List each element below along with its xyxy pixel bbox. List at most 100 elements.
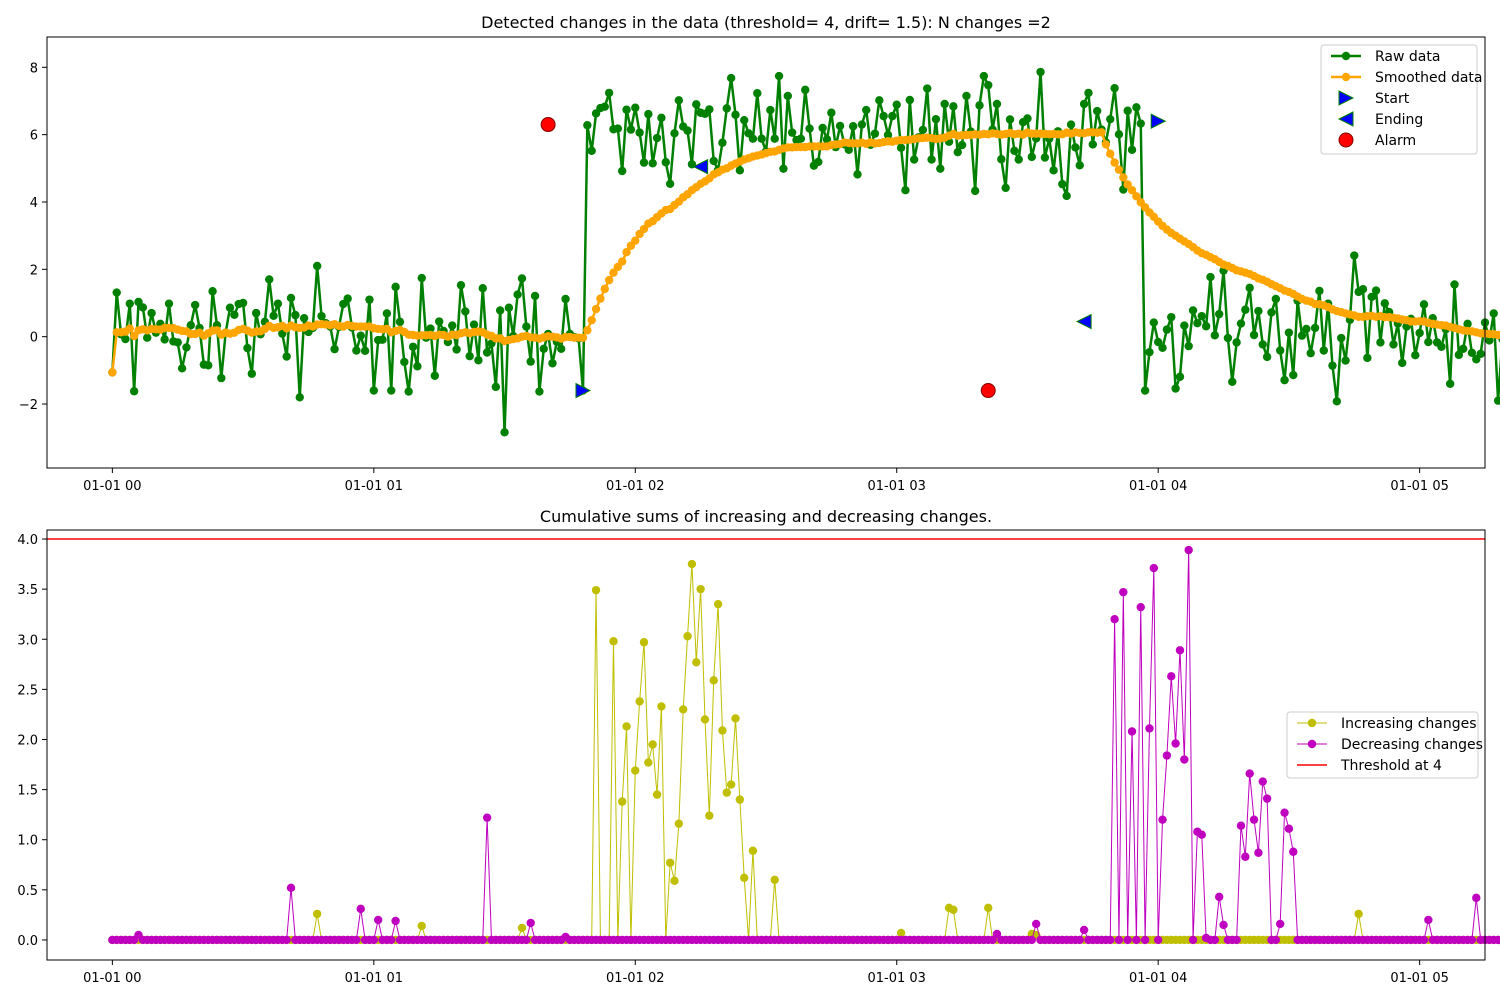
data-point [1445,379,1455,389]
data-point [225,303,235,312]
data-point [888,111,897,121]
data-point [1262,352,1272,362]
data-point [748,846,758,855]
data-point [1027,935,1037,945]
data-point [469,320,479,329]
data-point [696,584,705,594]
data-point [827,108,836,117]
data-point [805,124,814,133]
data-point [787,128,797,137]
data-point [604,88,614,98]
data-point [1280,375,1289,385]
data-point [731,714,740,723]
data-point [312,261,322,271]
data-point [1058,179,1067,189]
data-point [1071,143,1080,152]
data-point [1258,340,1267,349]
data-point [112,288,121,297]
data-point [1284,328,1294,337]
series-start [575,113,1167,399]
data-point [182,343,191,352]
data-point [1114,165,1124,174]
data-point [735,795,745,804]
data-point [1254,306,1263,316]
data-point [1241,852,1250,861]
data-point [648,159,657,168]
data-point [722,104,731,113]
data-point [591,585,601,595]
data-point [369,935,379,945]
data-point [923,84,932,93]
data-point [535,387,544,396]
data-point [718,138,727,147]
ending-marker [692,158,709,175]
data-point [1127,186,1137,195]
data-point [1031,919,1041,929]
data-point [679,705,688,714]
data-point [1415,328,1424,338]
data-point [243,343,252,353]
series-decreasing-changes [108,545,1500,945]
x-tick-label: 01-01 01 [345,971,403,986]
data-point [896,928,906,938]
legend-item: Start [1338,90,1410,107]
legend-item: Increasing changes [1297,716,1477,732]
data-point [1167,672,1176,681]
data-point [1241,305,1250,314]
data-point [892,100,901,109]
data-point [251,308,261,318]
data-point [1454,350,1464,360]
data-point [635,697,644,706]
data-point [286,883,296,893]
x-axis: 01-01 00 01-01 01 01-01 02 01-01 03 01-01 04… [83,960,1449,986]
data-point [1302,324,1311,334]
data-point [618,797,627,806]
y-tick-label: −2 [19,398,38,413]
x-tick-label: 01-01 00 [83,479,141,494]
data-point [1284,824,1294,833]
data-point [814,157,823,167]
data-point [1180,321,1189,330]
data-point [709,156,718,166]
data-point [709,676,718,685]
y-tick-label: 6 [30,129,38,144]
data-point [517,274,527,283]
data-point [478,283,487,293]
data-point [722,788,731,797]
data-point [147,308,156,318]
data-point [478,935,487,945]
chart-detected-changes: Detected changes in the data (threshold=… [19,13,1500,494]
data-point [652,790,662,799]
data-point [1354,909,1363,919]
data-point [1110,83,1119,93]
data-point [129,331,139,341]
data-point [491,382,501,392]
data-point [1079,99,1089,109]
y-tick-label: 3.0 [17,633,38,648]
y-tick-label: 1.0 [17,834,38,849]
alarm-marker [540,117,556,133]
data-point [644,758,653,767]
y-tick-label: 4.0 [17,533,38,548]
start-marker [1150,113,1167,129]
data-point [639,158,649,167]
data-point [186,321,195,330]
data-point [1036,67,1045,77]
data-point [291,310,300,320]
data-point [369,386,379,395]
data-point [665,179,675,189]
data-point [548,359,557,368]
data-point [1214,892,1224,902]
data-point [1062,191,1071,201]
data-point [1249,330,1259,340]
data-point [896,143,906,152]
y-tick-label: 0.5 [17,884,38,899]
data-point [1132,192,1141,201]
data-point [1275,919,1285,929]
data-point [1371,286,1381,295]
data-point [674,96,684,105]
data-point [1153,337,1163,347]
chart-title: Cumulative sums of increasing and decrea… [540,507,992,526]
data-point [1005,115,1015,124]
legend-label: Ending [1375,112,1423,128]
